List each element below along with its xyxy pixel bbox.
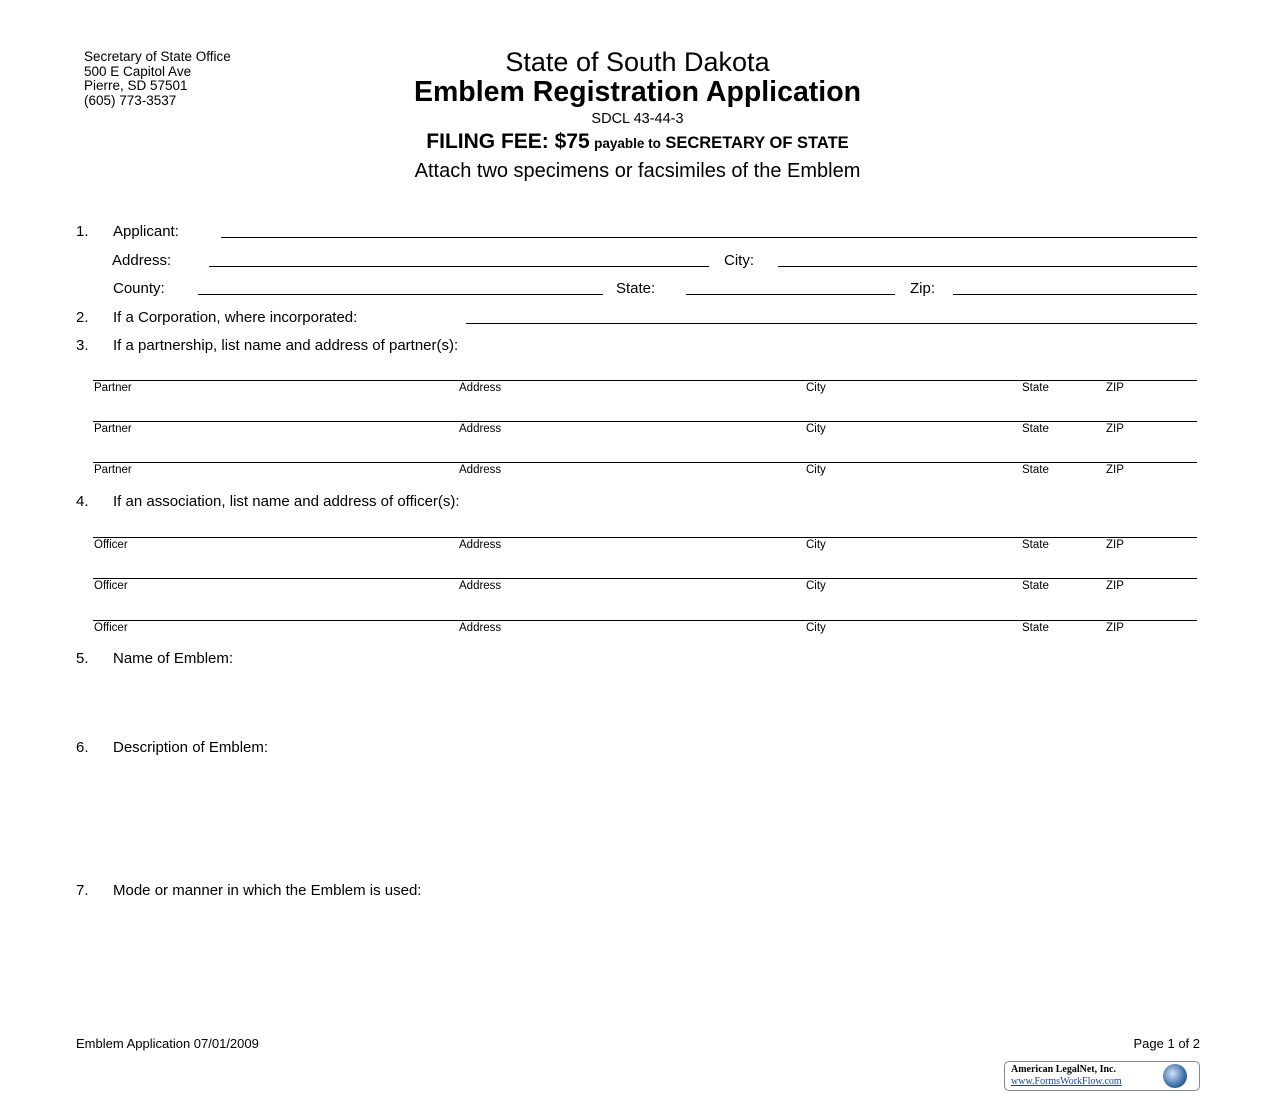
officer-row-field[interactable] [93,578,1197,579]
zip-label: Zip: [910,280,936,297]
partner-column-label: ZIP [1106,382,1124,394]
partner-column-label: State [1022,464,1049,476]
item-7-number: 7. [76,882,89,899]
officer-column-label: Officer [94,580,128,592]
partner-column-label: Address [459,423,502,435]
globe-icon [1163,1064,1187,1088]
officer-column-label: State [1022,622,1049,634]
officer-column-label: City [806,580,826,592]
fee-label: FILING FEE: $75 [426,130,590,153]
partner-column-label: Partner [94,423,132,435]
logo-url[interactable]: www.FormsWorkFlow.com [1011,1076,1122,1087]
applicant-label: Applicant: [113,223,179,240]
item-2-number: 2. [76,309,89,326]
officer-column-label: Address [459,539,502,551]
state-label: State: [616,280,656,297]
partner-column-label: City [806,464,826,476]
officer-column-label: State [1022,539,1049,551]
officer-column-label: City [806,622,826,634]
partner-column-label: ZIP [1106,464,1124,476]
legalnet-logo: American LegalNet, Inc. www.FormsWorkFlo… [1004,1061,1200,1091]
item-1-number: 1. [76,223,89,240]
incorporated-label: If a Corporation, where incorporated: [113,309,358,326]
instruction: Attach two specimens or facsimiles of th… [414,160,861,182]
officer-column-label: City [806,539,826,551]
partner-column-label: Address [459,382,502,394]
association-label: If an association, list name and address… [113,493,460,510]
partner-column-label: City [806,382,826,394]
officer-column-label: Officer [94,622,128,634]
officer-column-label: ZIP [1106,580,1124,592]
zip-field[interactable] [953,294,1197,295]
city-field[interactable] [778,266,1197,267]
partner-column-label: State [1022,423,1049,435]
statute: SDCL 43-44-3 [591,111,684,127]
emblem-name-label: Name of Emblem: [113,650,234,667]
item-4-number: 4. [76,493,89,510]
state-heading: State of South Dakota [505,47,770,77]
item-5-number: 5. [76,650,89,667]
officer-column-label: ZIP [1106,622,1124,634]
partner-column-label: Partner [94,382,132,394]
form-id: Emblem Application 07/01/2009 [76,1036,259,1051]
address-field[interactable] [209,266,709,267]
fee-payee: SECRETARY OF STATE [665,134,849,152]
office-street: 500 E Capitol Ave [84,63,192,79]
address-label: Address: [112,252,172,269]
incorporated-field[interactable] [466,323,1197,324]
emblem-description-label: Description of Emblem: [113,739,269,756]
officer-row-field[interactable] [93,537,1197,538]
item-3-number: 3. [76,337,89,354]
officer-column-label: Officer [94,539,128,551]
officer-column-label: Address [459,622,502,634]
page-number: Page 1 of 2 [1133,1036,1201,1051]
office-phone: (605) 773-3537 [84,92,177,108]
emblem-usage-label: Mode or manner in which the Emblem is us… [113,882,422,899]
logo-name: American LegalNet, Inc. [1011,1064,1116,1075]
officer-row-field[interactable] [93,620,1197,621]
partner-column-label: State [1022,382,1049,394]
county-label: County: [113,280,165,297]
partner-column-label: City [806,423,826,435]
office-name: Secretary of State Office [84,49,231,64]
state-field[interactable] [686,294,895,295]
partner-row-field[interactable] [93,421,1197,422]
partner-row-field[interactable] [93,380,1197,381]
fee-payable: payable to [594,136,661,151]
partnership-label: If a partnership, list name and address … [113,337,459,354]
item-6-number: 6. [76,739,89,756]
partner-column-label: Address [459,464,502,476]
county-field[interactable] [198,294,603,295]
officer-column-label: ZIP [1106,539,1124,551]
officer-column-label: State [1022,580,1049,592]
office-city: Pierre, SD 57501 [84,78,188,93]
page-title: Emblem Registration Application [413,76,862,108]
partner-column-label: ZIP [1106,423,1124,435]
officer-column-label: Address [459,580,502,592]
partner-row-field[interactable] [93,462,1197,463]
applicant-field[interactable] [221,237,1197,238]
filing-fee: FILING FEE: $75 payable to SECRETARY OF … [0,130,1275,154]
partner-column-label: Partner [94,464,132,476]
city-label: City: [724,252,754,269]
